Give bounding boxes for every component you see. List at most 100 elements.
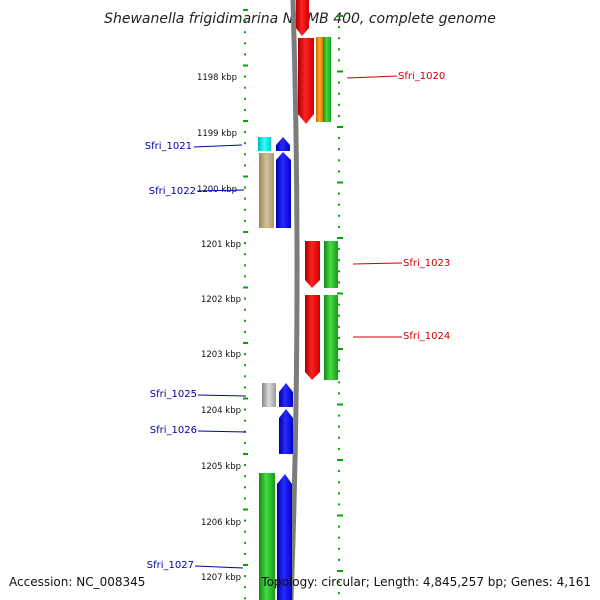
minor-tick <box>338 214 340 217</box>
minor-tick <box>244 519 246 522</box>
minor-tick <box>338 336 340 339</box>
connector-sfri-1025 <box>197 394 247 397</box>
gene-label-sfri-1023[interactable]: Sfri_1023 <box>403 258 450 269</box>
minor-tick <box>244 86 246 89</box>
minor-tick <box>338 103 340 106</box>
gene-label-sfri-1025[interactable]: Sfri_1025 <box>150 389 197 400</box>
minor-tick <box>338 170 340 173</box>
minor-tick <box>244 53 246 56</box>
connector-sfri-1026 <box>197 430 247 433</box>
minor-tick <box>338 26 340 29</box>
gene-label-sfri-1021[interactable]: Sfri_1021 <box>145 141 192 152</box>
minor-tick <box>338 81 340 84</box>
major-tick <box>337 237 343 239</box>
major-tick <box>337 459 343 461</box>
minor-tick <box>244 108 246 111</box>
minor-tick <box>244 153 246 156</box>
major-tick <box>337 126 343 128</box>
minor-tick <box>338 503 340 506</box>
gene-label-sfri-1024[interactable]: Sfri_1024 <box>403 331 450 342</box>
left-tick-column <box>243 9 248 600</box>
minor-tick <box>244 297 246 300</box>
major-tick <box>243 564 248 566</box>
major-tick <box>243 508 248 511</box>
gene-arrow-sfri-1026[interactable] <box>279 409 293 454</box>
gene-arrow-sfri-1023[interactable] <box>305 241 320 288</box>
minor-tick <box>338 558 340 561</box>
feature-block-gray[interactable] <box>262 383 276 407</box>
gene-arrow-forward[interactable] <box>296 0 309 36</box>
minor-tick <box>244 97 246 100</box>
gene-arrow-sfri-1020[interactable] <box>298 38 314 124</box>
minor-tick <box>338 159 340 162</box>
minor-tick <box>244 330 246 333</box>
major-tick <box>243 9 248 11</box>
gene-label-sfri-1022[interactable]: Sfri_1022 <box>149 186 196 197</box>
minor-tick <box>338 447 340 450</box>
minor-tick <box>338 270 340 273</box>
gene-arrow-sfri-1022[interactable] <box>276 152 291 228</box>
minor-tick <box>338 414 340 417</box>
minor-tick <box>338 259 340 262</box>
minor-tick <box>338 192 340 195</box>
right-tick-column <box>337 15 343 595</box>
minor-tick <box>338 492 340 495</box>
minor-tick <box>338 148 340 151</box>
feature-block-tan[interactable] <box>259 153 274 228</box>
minor-tick <box>244 75 246 78</box>
kbp-label: 1199 kbp <box>197 129 237 139</box>
kbp-label: 1200 kbp <box>197 185 237 195</box>
major-tick <box>337 348 343 350</box>
gene-arrow-sfri-1027[interactable] <box>277 474 292 600</box>
gene-arrow-sfri-1021[interactable] <box>276 137 290 151</box>
minor-tick <box>338 359 340 362</box>
minor-tick <box>338 525 340 528</box>
minor-tick <box>338 325 340 328</box>
minor-tick <box>244 42 246 45</box>
minor-tick <box>338 481 340 484</box>
gene-label-sfri-1020[interactable]: Sfri_1020 <box>398 71 445 82</box>
gene-label-sfri-1027[interactable]: Sfri_1027 <box>147 560 194 571</box>
gene-arrow-sfri-1025[interactable] <box>279 383 293 407</box>
minor-tick <box>338 392 340 395</box>
gene-label-sfri-1026[interactable]: Sfri_1026 <box>150 425 197 436</box>
genome-backbone <box>288 0 300 600</box>
major-tick <box>243 453 248 455</box>
minor-tick <box>338 581 340 584</box>
cds-block-sfri-1024[interactable] <box>324 295 338 380</box>
kbp-label: 1204 kbp <box>201 406 241 416</box>
feature-block-orange[interactable] <box>316 37 323 122</box>
minor-tick <box>244 375 246 378</box>
connector-sfri-1020 <box>346 75 398 79</box>
kbp-label: 1198 kbp <box>197 73 237 83</box>
minor-tick <box>244 197 246 200</box>
minor-tick <box>338 536 340 539</box>
cds-block-sfri-1023[interactable] <box>324 241 338 288</box>
minor-tick <box>338 281 340 284</box>
feature-block-cyan[interactable] <box>258 137 271 151</box>
kbp-label: 1207 kbp <box>201 573 241 583</box>
minor-tick <box>338 303 340 306</box>
minor-tick <box>244 275 246 278</box>
minor-tick <box>338 137 340 140</box>
minor-tick <box>338 547 340 550</box>
connector-sfri-1023 <box>352 262 403 265</box>
major-tick <box>243 175 248 178</box>
minor-tick <box>338 59 340 62</box>
minor-tick <box>338 92 340 95</box>
major-tick <box>337 514 343 517</box>
minor-tick <box>338 114 340 117</box>
cds-block-sfri-1020[interactable] <box>323 37 331 122</box>
minor-tick <box>338 248 340 251</box>
minor-tick <box>338 470 340 473</box>
cds-block-sfri-1027[interactable] <box>259 473 275 600</box>
gene-arrow-sfri-1024[interactable] <box>305 295 320 380</box>
connector-sfri-1027 <box>194 565 244 569</box>
major-tick <box>243 120 248 122</box>
major-tick <box>337 292 343 295</box>
major-tick <box>337 15 343 17</box>
minor-tick <box>338 425 340 428</box>
minor-tick <box>338 314 340 317</box>
minor-tick <box>244 142 246 145</box>
minor-tick <box>244 408 246 411</box>
